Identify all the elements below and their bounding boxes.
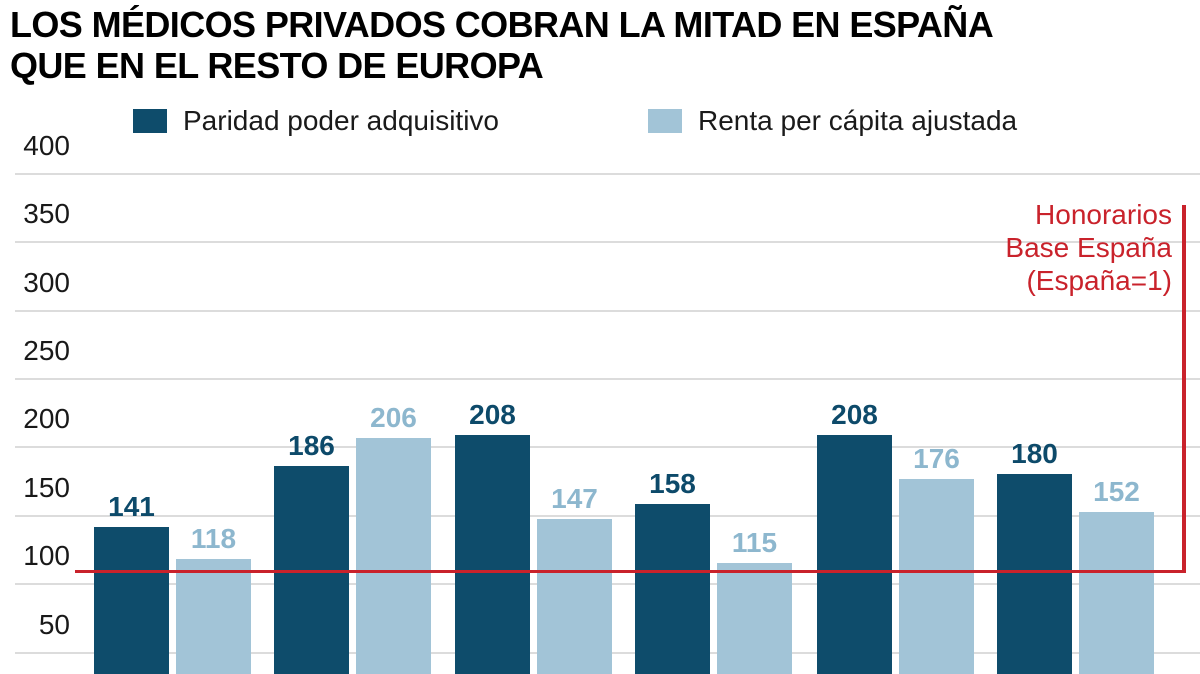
bar-paridad-pair3	[455, 435, 530, 674]
bar-value-label-renta-pair1: 118	[190, 523, 237, 554]
bar-paridad-pair4	[635, 504, 710, 674]
legend-label-renta: Renta per cápita ajustada	[698, 105, 1018, 136]
reference-line-espana-100	[75, 570, 1186, 573]
legend-item-renta: Renta per cápita ajustada	[648, 103, 1017, 139]
annotation-line2: Base España	[1005, 232, 1172, 263]
bar-value-label-renta-pair5: 176	[913, 443, 960, 474]
y-axis-tick-label-50: 50	[38, 609, 70, 640]
y-axis-tick-label-150: 150	[23, 472, 70, 503]
y-axis-tick-label-200: 200	[23, 403, 70, 434]
bar-renta-pair6	[1079, 512, 1154, 674]
y-axis-tick-label-300: 300	[23, 267, 70, 298]
chart-title-line2: QUE EN EL RESTO DE EUROPA	[10, 45, 544, 86]
bar-value-label-paridad-pair4: 158	[649, 468, 696, 499]
y-axis-tick-label-400: 400	[23, 130, 70, 161]
gridline-250	[15, 378, 1200, 380]
gridline-350	[15, 241, 1200, 243]
bar-value-label-paridad-pair5: 208	[831, 399, 878, 430]
y-axis-tick-label-350: 350	[23, 198, 70, 229]
bar-value-label-paridad-pair1: 141	[108, 491, 155, 522]
bar-renta-pair1	[176, 559, 251, 674]
chart-title: LOS MÉDICOS PRIVADOS COBRAN LA MITAD EN …	[10, 4, 994, 86]
bar-value-label-renta-pair4: 115	[731, 527, 778, 558]
reference-line-annotation: Honorarios Base España (España=1)	[890, 198, 1172, 297]
gridline-300	[15, 310, 1200, 312]
y-axis-tick-label-250: 250	[23, 335, 70, 366]
bar-renta-pair5	[899, 479, 974, 674]
bar-value-label-paridad-pair2: 186	[288, 430, 335, 461]
bar-paridad-pair6	[997, 474, 1072, 674]
gridline-400	[15, 173, 1200, 175]
legend-swatch-light-blue	[648, 109, 682, 133]
gridline-150	[15, 515, 1200, 517]
legend-swatch-dark-blue	[133, 109, 167, 133]
bar-value-label-paridad-pair3: 208	[469, 399, 516, 430]
bar-paridad-pair5	[817, 435, 892, 674]
bar-value-label-renta-pair6: 152	[1093, 476, 1140, 507]
legend-item-paridad: Paridad poder adquisitivo	[133, 103, 499, 139]
bar-renta-pair3	[537, 519, 612, 674]
bar-renta-pair4	[717, 563, 792, 674]
y-axis-tick-label-100: 100	[23, 540, 70, 571]
bar-value-label-renta-pair3: 147	[551, 483, 598, 514]
bar-value-label-paridad-pair6: 180	[1011, 438, 1058, 469]
gridline-200	[15, 446, 1200, 448]
bar-value-label-renta-pair2: 206	[370, 402, 417, 433]
annotation-line3: (España=1)	[1026, 265, 1172, 296]
annotation-line1: Honorarios	[1035, 199, 1172, 230]
bar-renta-pair2	[356, 438, 431, 674]
reference-line-vertical-connector	[1182, 205, 1186, 573]
bar-paridad-pair1	[94, 527, 169, 674]
legend-label-paridad: Paridad poder adquisitivo	[183, 105, 499, 136]
chart-title-line1: LOS MÉDICOS PRIVADOS COBRAN LA MITAD EN …	[10, 4, 994, 45]
